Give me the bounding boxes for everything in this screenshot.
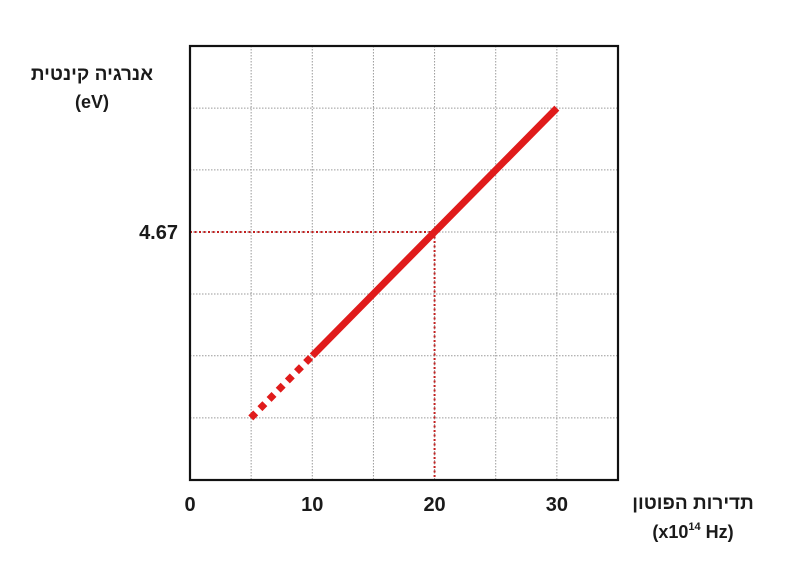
y-tick-labels: 4.67 [139,222,178,244]
x-axis-unit-prefix: (x10 [652,522,688,542]
x-axis-unit-suffix: Hz) [701,522,734,542]
data-line [309,105,560,359]
series [248,105,560,421]
x-tick-label: 10 [301,494,323,516]
extrapolated-line [248,353,315,421]
x-tick-labels: 0 10 20 30 [184,494,568,516]
y-axis-unit: (eV) [75,92,109,112]
plot-frame [188,44,620,482]
reference-lines [190,230,436,480]
y-tick-label: 4.67 [139,222,178,244]
x-axis-unit-exponent: 14 [688,521,701,533]
grid [190,46,618,480]
x-axis-unit: (x1014 Hz) [652,521,733,542]
y-axis-label: אנרגיה קינטית [31,64,153,85]
x-tick-label: 30 [546,494,568,516]
x-tick-label: 0 [184,494,195,516]
x-tick-label: 20 [423,494,445,516]
x-axis-label: תדירות הפוטון [632,493,754,514]
